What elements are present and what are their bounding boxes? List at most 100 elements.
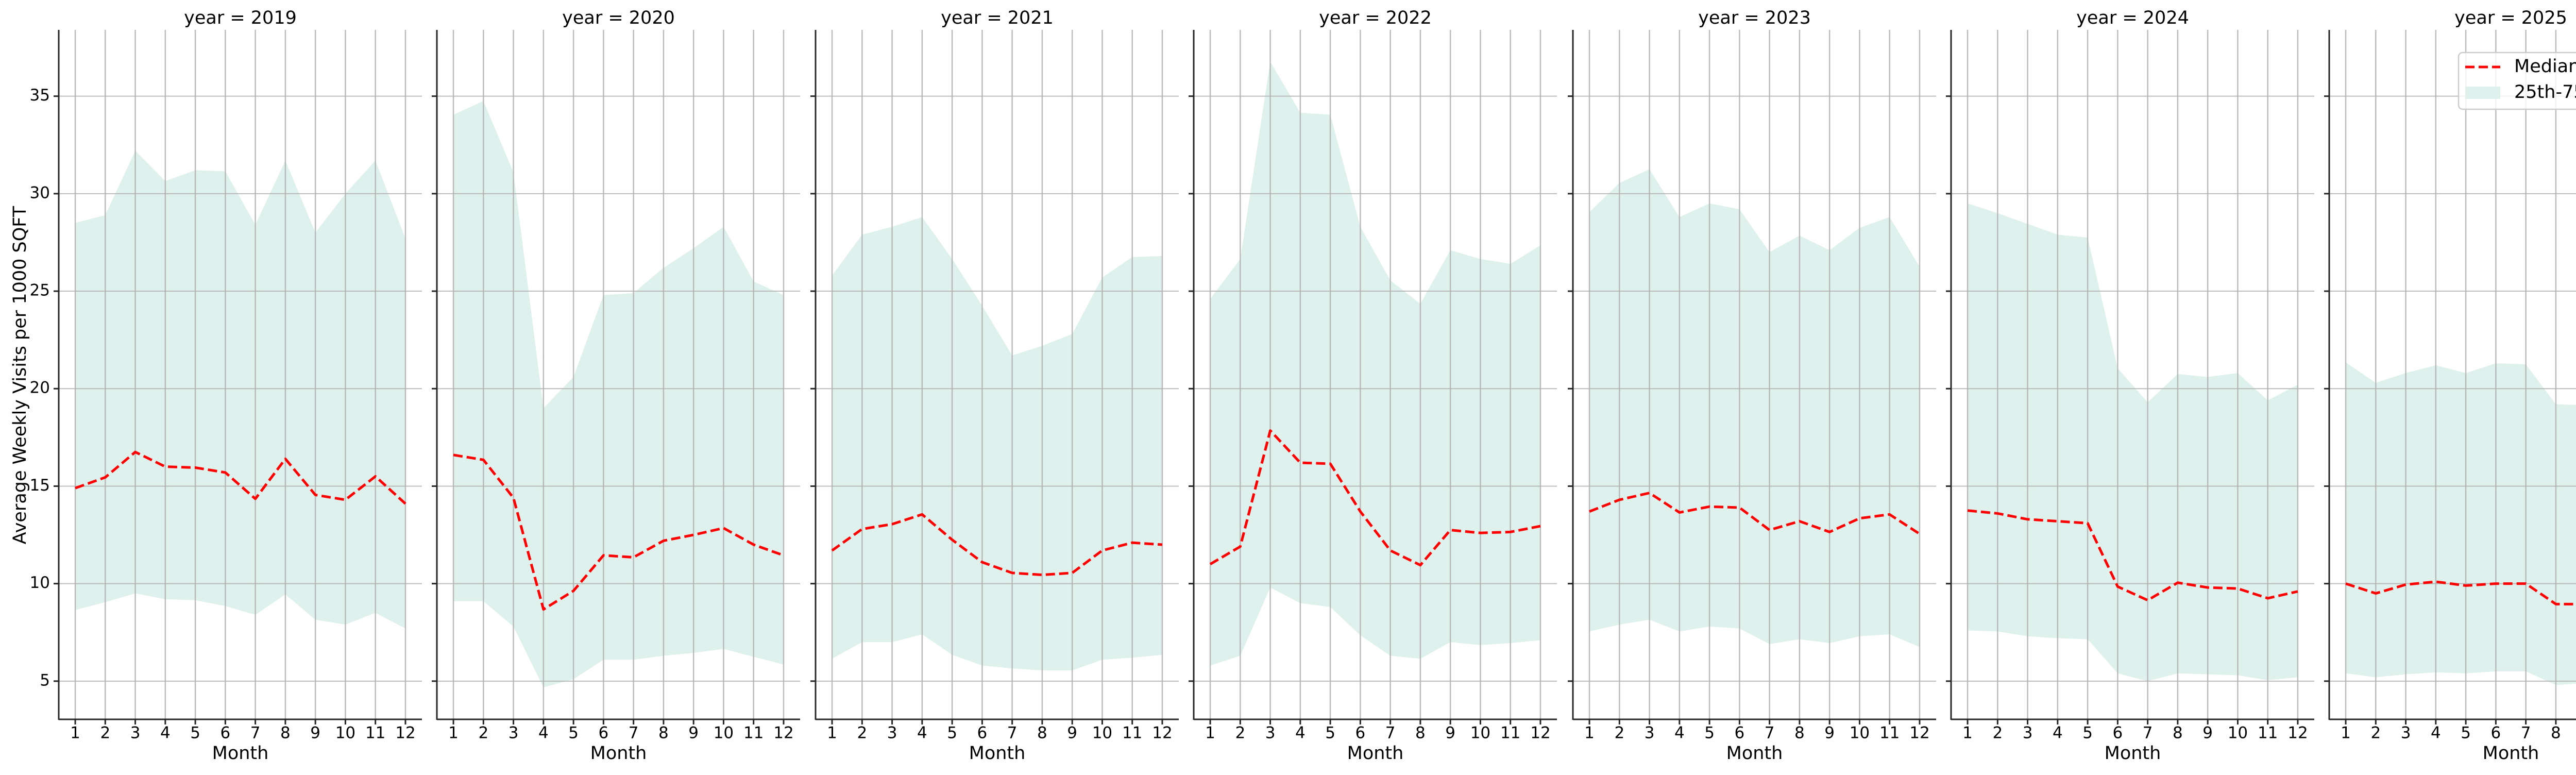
x-tick-label: 5 (2461, 724, 2471, 743)
legend-median-label: Median (2514, 56, 2576, 77)
x-axis-label: Month (1726, 743, 1783, 764)
x-tick-label: 2 (100, 724, 110, 743)
x-tick-label: 1 (70, 724, 80, 743)
x-tick-label: 8 (1794, 724, 1805, 743)
panel-title: year = 2023 (1698, 8, 1811, 28)
panel-title: year = 2020 (562, 8, 675, 28)
legend-band-swatch (2465, 87, 2500, 99)
x-tick-label: 12 (1530, 724, 1550, 743)
x-tick-label: 10 (335, 724, 355, 743)
iqr-band (1589, 169, 1920, 647)
x-tick-label: 2 (1614, 724, 1624, 743)
x-tick-label: 10 (1850, 724, 1870, 743)
x-tick-label: 8 (658, 724, 669, 743)
x-tick-label: 6 (1735, 724, 1745, 743)
x-tick-label: 6 (2491, 724, 2501, 743)
x-tick-label: 1 (1584, 724, 1595, 743)
x-tick-label: 4 (917, 724, 927, 743)
x-tick-label: 3 (130, 724, 141, 743)
grid (1194, 30, 1557, 719)
x-tick-label: 5 (1704, 724, 1715, 743)
median-line (1209, 429, 1541, 567)
x-axis-label: Month (590, 743, 647, 764)
x-tick-label: 4 (160, 724, 171, 743)
x-tick-label: 12 (1909, 724, 1929, 743)
panel-title: year = 2024 (2076, 8, 2189, 28)
x-tick-label: 11 (2258, 724, 2278, 743)
x-tick-label: 9 (1445, 724, 1455, 743)
x-axis-label: Month (969, 743, 1026, 764)
x-tick-label: 2 (2370, 724, 2381, 743)
x-tick-label: 1 (1962, 724, 1973, 743)
median-line (2345, 580, 2576, 605)
x-tick-label: 11 (1122, 724, 1142, 743)
x-tick-label: 1 (448, 724, 459, 743)
x-tick-label: 3 (1265, 724, 1276, 743)
iqr-band (75, 150, 405, 629)
iqr-band (2346, 362, 2576, 685)
x-tick-label: 4 (538, 724, 549, 743)
x-tick-label: 8 (2173, 724, 2183, 743)
x-tick-label: 9 (1824, 724, 1835, 743)
x-tick-label: 2 (1235, 724, 1245, 743)
y-tick-label: 20 (30, 379, 50, 397)
y-tick-label: 25 (30, 281, 50, 300)
x-tick-label: 10 (2228, 724, 2248, 743)
y-axis-label: Average Weekly Visits per 1000 SQFT (10, 206, 30, 544)
x-tick-label: 11 (743, 724, 764, 743)
y-tick-label: 5 (40, 671, 50, 689)
x-tick-label: 2 (478, 724, 488, 743)
x-tick-label: 9 (688, 724, 699, 743)
x-tick-label: 8 (1415, 724, 1426, 743)
y-tick-label: 30 (30, 183, 50, 202)
grid (437, 30, 800, 719)
x-tick-label: 3 (887, 724, 897, 743)
x-axis-label: Month (212, 743, 269, 764)
x-tick-label: 10 (1092, 724, 1112, 743)
iqr-band (1210, 61, 1540, 666)
grid (59, 30, 422, 719)
median-line (453, 453, 784, 611)
x-tick-label: 5 (947, 724, 957, 743)
x-tick-label: 7 (629, 724, 639, 743)
y-tick-label: 10 (30, 574, 50, 592)
x-axis-label: Month (2483, 743, 2539, 764)
x-tick-label: 12 (395, 724, 415, 743)
median-line (1967, 509, 2298, 602)
x-tick-label: 5 (1325, 724, 1335, 743)
x-tick-label: 3 (2401, 724, 2411, 743)
panel-title: year = 2022 (1319, 8, 1432, 28)
x-tick-label: 8 (2551, 724, 2561, 743)
x-tick-label: 9 (1067, 724, 1077, 743)
y-tick-label: 35 (30, 86, 50, 105)
x-tick-label: 7 (250, 724, 261, 743)
y-tick-label: 15 (30, 476, 50, 495)
median-line (831, 513, 1163, 577)
legend: Median 25th-75th Percentile (2458, 52, 2576, 110)
x-tick-label: 11 (1500, 724, 1520, 743)
x-tick-label: 6 (599, 724, 609, 743)
x-tick-label: 1 (2341, 724, 2351, 743)
x-tick-label: 7 (2143, 724, 2153, 743)
x-tick-label: 3 (2023, 724, 2033, 743)
x-tick-label: 6 (221, 724, 231, 743)
x-tick-label: 12 (2287, 724, 2308, 743)
x-tick-label: 12 (773, 724, 793, 743)
x-axis-label: Month (1347, 743, 1404, 764)
x-tick-label: 12 (1152, 724, 1172, 743)
x-tick-label: 7 (1385, 724, 1396, 743)
iqr-band (453, 101, 784, 687)
x-tick-label: 7 (1765, 724, 1775, 743)
x-tick-label: 4 (2053, 724, 2063, 743)
panel-title: year = 2025 (2454, 8, 2567, 28)
x-tick-label: 7 (1007, 724, 1018, 743)
x-tick-label: 9 (2202, 724, 2213, 743)
iqr-band (832, 217, 1162, 671)
grid (1951, 30, 2314, 719)
